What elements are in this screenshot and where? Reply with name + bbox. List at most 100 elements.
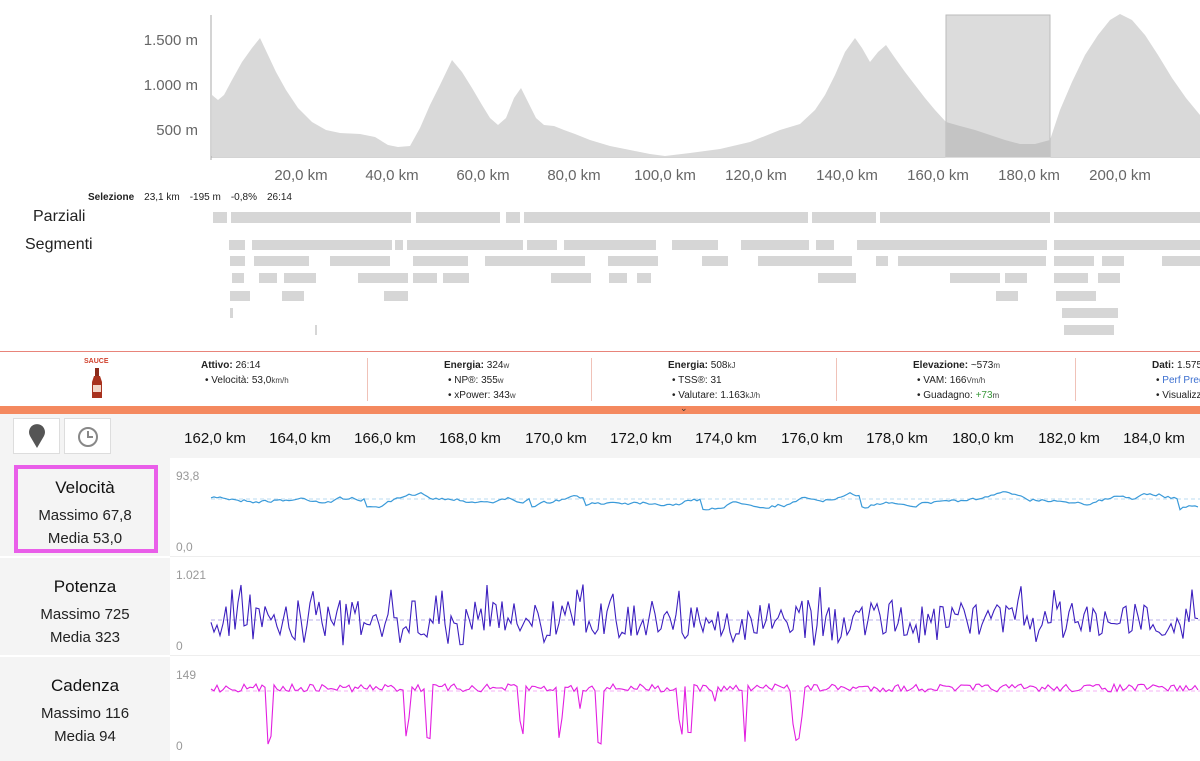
power-axis-bottom: 0: [176, 639, 183, 653]
elevation-x-tick: 20,0 km: [274, 167, 328, 184]
elevation-y-tick: 1.500 m: [143, 32, 198, 49]
stat-elevation-unit: m: [993, 361, 1001, 370]
selection-grade: -0,8%: [230, 192, 257, 203]
stat-data-value: 1.575: [1177, 360, 1200, 371]
elevation-area-right: [1050, 14, 1200, 157]
elevation-area: [212, 38, 946, 157]
selection-elevation-area: [946, 122, 1050, 157]
stat-data-title: Dati:: [1152, 360, 1175, 371]
stream-line: [210, 682, 1199, 745]
stat-rate-unit: kJ/h: [745, 391, 761, 400]
stats-bar: SAUCE Attivo: 26:14 • Velocità: 53,0km/h…: [0, 351, 1200, 407]
stat-gain-value: +73: [975, 390, 993, 401]
elevation-x-tick: 160,0 km: [907, 167, 969, 184]
panel-divider: [170, 655, 1200, 656]
stat-vam-label: • VAM:: [917, 375, 947, 386]
clock-icon: [78, 427, 98, 447]
speed-max: Massimo 67,8: [38, 507, 132, 524]
stat-tss-value: 31: [710, 375, 722, 386]
sauce-logo-text: SAUCE: [84, 358, 109, 365]
power-title: Potenza: [53, 577, 117, 596]
power-max: Massimo 725: [40, 606, 130, 623]
cadence-axis-bottom: 0: [176, 739, 183, 753]
elevation-x-tick: 120,0 km: [725, 167, 787, 184]
power-panel-label[interactable]: Potenza Massimo 725 Media 323: [0, 558, 170, 655]
stat-gain-unit: m: [992, 391, 1000, 400]
stats-divider: [591, 358, 592, 401]
stat-np-unit: w: [497, 376, 504, 385]
elevation-x-tick: 180,0 km: [998, 167, 1060, 184]
segments-label: Segmenti: [25, 236, 93, 253]
detail-x-tick: 174,0 km: [695, 430, 757, 447]
cadence-panel-label[interactable]: Cadenza Massimo 116 Media 94: [0, 657, 170, 761]
elevation-x-tick: 40,0 km: [365, 167, 419, 184]
stat-energy-kj-value: 508: [710, 360, 728, 371]
selection-label: Selezione: [88, 192, 135, 203]
detail-x-tick: 168,0 km: [439, 430, 501, 447]
detail-x-tick: 172,0 km: [610, 430, 672, 447]
stat-xpower-unit: w: [509, 391, 516, 400]
stat-speed-unit: km/h: [271, 376, 289, 385]
stat-active-value: 26:14: [235, 360, 261, 371]
power-axis-top: 1.021: [176, 568, 207, 582]
cadence-avg: Media 94: [54, 728, 116, 745]
elevation-y-tick: 1.000 m: [143, 77, 198, 94]
speed-title: Velocità: [55, 478, 115, 497]
elevation-x-tick: 80,0 km: [547, 167, 601, 184]
cadence-max: Massimo 116: [40, 705, 130, 722]
perf-pred-link[interactable]: Perf Pred: [1162, 375, 1200, 386]
stat-tss-label: • TSS®:: [672, 375, 708, 386]
stat-energy-w-value: 324: [486, 360, 504, 371]
stat-elevation: Elevazione: ~573m • VAM: 166Vm/h • Guada…: [913, 358, 1000, 403]
elevation-x-tick: 100,0 km: [634, 167, 696, 184]
stat-elevation-title: Elevazione:: [913, 360, 969, 371]
cadence-title: Cadenza: [50, 676, 120, 695]
elevation-profile-chart[interactable]: [0, 0, 1200, 200]
selection-time: 26:14: [266, 192, 292, 203]
speed-axis-bottom: 0,0: [176, 540, 193, 554]
detail-x-tick: 176,0 km: [781, 430, 843, 447]
splits-label: Parziali: [33, 208, 86, 225]
splits-segments-track[interactable]: [0, 205, 1200, 345]
stream-line: [210, 491, 1199, 511]
stat-rate-label: • Valutare:: [672, 390, 718, 401]
selection-distance: 23,1 km: [144, 192, 180, 203]
detail-toolbar: [0, 414, 1200, 458]
stream-line: [210, 584, 1199, 646]
segments-bars: [229, 240, 1200, 335]
cadence-stream: [210, 682, 1200, 745]
stat-active-title: Attivo:: [201, 360, 233, 371]
stat-energy-w-title: Energia:: [444, 360, 485, 371]
stat-energy-w: Energia: 324w • NP®: 355w • xPower: 343w: [444, 358, 516, 403]
detail-x-tick: 180,0 km: [952, 430, 1014, 447]
power-stream: [210, 584, 1200, 646]
stat-speed-label: • Velocità:: [205, 375, 250, 386]
stat-rate-value: 1.163: [720, 390, 746, 401]
detail-x-tick: 170,0 km: [525, 430, 587, 447]
detail-x-tick: 162,0 km: [184, 430, 246, 447]
selection-info: Selezione 23,1 km -195 m -0,8% 26:14: [88, 192, 292, 203]
stat-data: Dati: 1.575 • Perf Pred • Visualizza: [1152, 358, 1200, 403]
stat-vam-value: 166: [949, 375, 967, 386]
visualize-link[interactable]: Visualizza: [1162, 390, 1200, 401]
stat-elevation-value: ~573: [970, 360, 994, 371]
panel-divider: [170, 556, 1200, 557]
speed-axis-top: 93,8: [176, 469, 200, 483]
detail-x-tick: 166,0 km: [354, 430, 416, 447]
panel-resize-handle[interactable]: [0, 406, 1200, 414]
speed-avg: Media 53,0: [47, 530, 123, 547]
distance-mode-button[interactable]: [13, 418, 60, 454]
elevation-x-tick: 140,0 km: [816, 167, 878, 184]
chevron-down-icon[interactable]: ⌄: [680, 403, 688, 413]
stat-xpower-value: 343: [493, 390, 510, 401]
stat-energy-kj-unit: kJ: [727, 361, 736, 370]
speed-panel-label[interactable]: Velocità Massimo 67,8 Media 53,0: [0, 458, 170, 556]
stats-divider: [367, 358, 368, 401]
stat-np-value: 355: [481, 375, 498, 386]
map-pin-icon: [29, 424, 46, 448]
time-mode-button[interactable]: [64, 418, 111, 454]
detail-x-tick: 184,0 km: [1123, 430, 1185, 447]
sauce-bottle-icon: [92, 368, 102, 398]
stats-divider: [1075, 358, 1076, 401]
